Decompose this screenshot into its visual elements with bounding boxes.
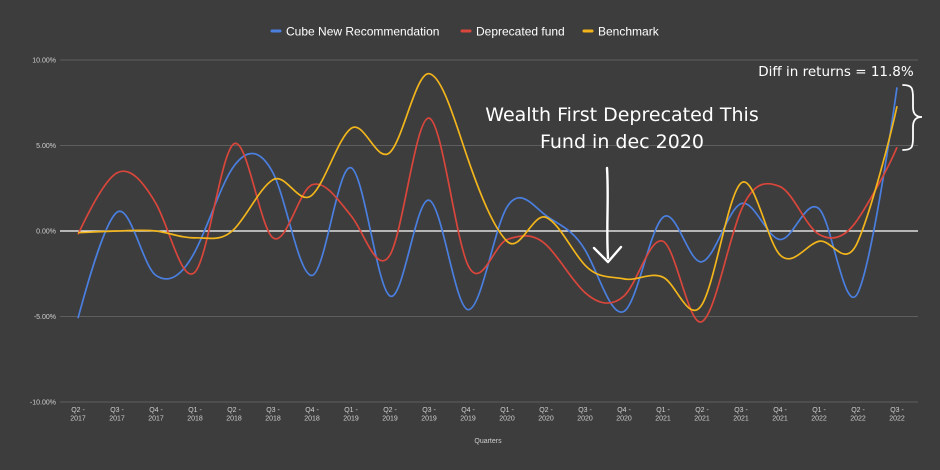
- x-tick-label: Q1 -2019: [343, 407, 359, 423]
- x-tick-label: Q3 -2021: [733, 407, 749, 423]
- x-tick-label: Q1 -2018: [187, 407, 203, 423]
- x-tick-label: Q2 -2018: [226, 407, 242, 423]
- x-tick-label: Q4 -2017: [148, 407, 164, 423]
- x-tick-label: Q3 -2019: [421, 407, 437, 423]
- x-tick-label: Q4 -2019: [460, 407, 476, 423]
- x-tick-label: Q3 -2020: [577, 407, 593, 423]
- x-tick-label: Q1 -2020: [499, 407, 515, 423]
- chart-legend: Cube New Recommendation Deprecated fund Be…: [270, 25, 660, 39]
- legend-item-cube-new-recommendation: Cube New Recommendation: [270, 25, 439, 39]
- chart-series-lines: [77, 72, 898, 323]
- x-tick-label: Q4 -2018: [304, 407, 320, 423]
- x-tick-label: Q4 -2021: [772, 407, 788, 423]
- deprecation-note-line1: Wealth First Deprecated This: [485, 104, 758, 126]
- y-tick-label: -5.00%: [34, 314, 56, 321]
- x-axis-title: Quarters: [474, 438, 502, 445]
- legend-label: Cube New Recommendation: [286, 25, 439, 39]
- y-axis-tick-labels: 10.00% 5.00% 0.00% -5.00% -10.00%: [30, 58, 56, 407]
- x-tick-label: Q3 -2022: [889, 407, 905, 423]
- series-line-cube-new-recommendation: [77, 87, 898, 319]
- x-tick-label: Q2 -2022: [850, 407, 866, 423]
- down-arrow-icon: [592, 166, 623, 264]
- y-tick-label: 0.00%: [36, 229, 56, 236]
- legend-item-benchmark: Benchmark: [582, 25, 660, 39]
- x-tick-label: Q3 -2017: [109, 407, 125, 423]
- x-tick-label: Q1 -2021: [655, 407, 671, 423]
- series-line-benchmark: [77, 72, 898, 312]
- chart-gridlines: [60, 59, 918, 403]
- x-tick-label: Q2 -2021: [694, 407, 710, 423]
- diff-in-returns-note: Diff in returns = 11.8%: [758, 64, 914, 80]
- x-tick-label: Q2 -2020: [538, 407, 554, 423]
- x-tick-label: Q3 -2018: [265, 407, 281, 423]
- y-tick-label: 5.00%: [36, 143, 56, 150]
- curly-brace-icon: [902, 84, 923, 151]
- y-tick-label: 10.00%: [32, 58, 56, 65]
- x-tick-label: Q4 -2020: [616, 407, 632, 423]
- legend-item-deprecated-fund: Deprecated fund: [460, 25, 565, 39]
- legend-label: Benchmark: [598, 25, 660, 39]
- x-axis-tick-labels: Q2 -2017 Q3 -2017 Q4 -2017 Q1 -2018 Q2 -2018…: [70, 407, 905, 423]
- x-tick-label: Q2 -2017: [70, 407, 86, 423]
- series-line-deprecated-fund: [77, 117, 898, 323]
- deprecation-note-line2: Fund in dec 2020: [540, 131, 704, 153]
- x-tick-label: Q2 -2019: [382, 407, 398, 423]
- x-tick-label: Q1 -2022: [811, 407, 827, 423]
- legend-label: Deprecated fund: [476, 25, 565, 39]
- y-tick-label: -10.00%: [30, 400, 56, 407]
